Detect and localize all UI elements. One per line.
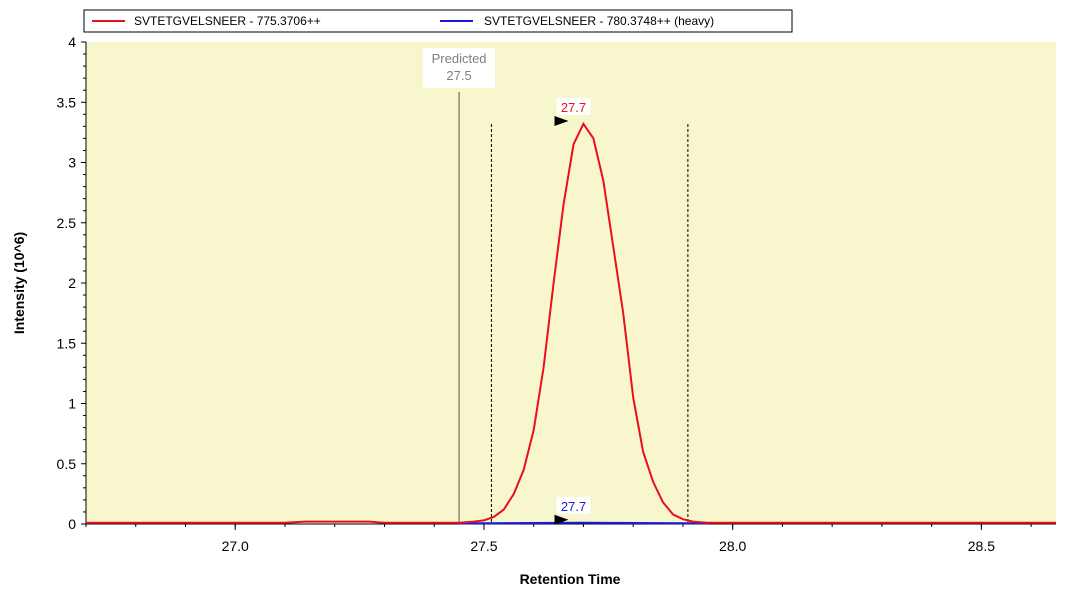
x-axis: 27.0 27.5 28.0 28.5: [85, 524, 1032, 554]
y-axis: 0 0.5 1 1.5 2 2.5 3 3.5 4: [57, 34, 86, 532]
y-tick-label-4: 2: [68, 275, 76, 291]
peak-arrow-heavy: [554, 514, 569, 525]
x-tick-label-3: 28.5: [968, 538, 995, 554]
peak-label-light: 27.7: [561, 100, 586, 115]
peak-label-heavy: 27.7: [561, 499, 586, 514]
legend-label-light: SVTETGVELSNEER - 775.3706++: [134, 14, 321, 28]
y-tick-label-8: 4: [68, 34, 76, 50]
x-axis-title: Retention Time: [520, 571, 621, 587]
x-tick-label-2: 28.0: [719, 538, 746, 554]
peak-label-background-heavy: [556, 496, 591, 514]
peak-arrow-light: [554, 115, 569, 126]
peak-annotation-light: 27.7: [554, 97, 591, 126]
y-tick-label-7: 3.5: [57, 94, 77, 110]
peak-label-background-light: [556, 97, 591, 115]
legend-box: [83, 9, 793, 33]
predicted-label-background: [423, 48, 496, 88]
y-tick-label-1: 0.5: [57, 456, 77, 472]
predicted-label: Predicted: [432, 51, 487, 66]
x-tick-label-0: 27.0: [222, 538, 249, 554]
x-tick-label-1: 27.5: [470, 538, 497, 554]
series-line-heavy: [459, 521, 708, 525]
peak-annotation-heavy: 27.7: [554, 496, 591, 525]
y-tick-label-2: 1: [68, 396, 76, 412]
y-tick-label-6: 3: [68, 155, 76, 171]
y-tick-label-0: 0: [68, 516, 76, 532]
series-line-light: [86, 121, 1056, 524]
y-tick-label-5: 2.5: [57, 215, 77, 231]
plot-area: [86, 42, 1056, 524]
y-axis-title: Intensity (10^6): [11, 232, 27, 334]
predicted-marker: Predicted 27.5: [423, 48, 496, 524]
predicted-value: 27.5: [446, 68, 471, 83]
legend-label-heavy: SVTETGVELSNEER - 780.3748++ (heavy): [484, 14, 714, 28]
legend: SVTETGVELSNEER - 775.3706++ SVTETGVELSNE…: [83, 9, 793, 33]
y-tick-label-3: 1.5: [57, 335, 77, 351]
